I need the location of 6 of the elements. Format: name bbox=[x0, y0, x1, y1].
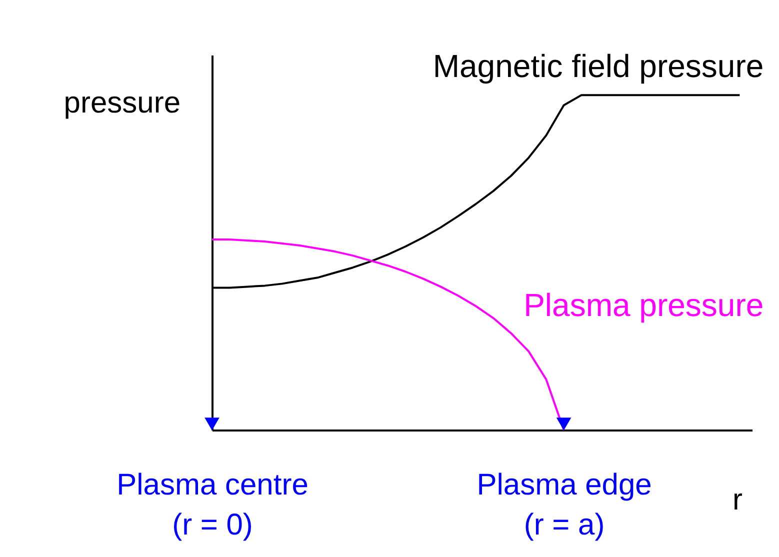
y-axis-title: pressure bbox=[64, 86, 180, 120]
series-label: Plasma pressure bbox=[524, 287, 764, 324]
x-tick-label: Plasma centre (r = 0) bbox=[116, 468, 308, 542]
series-label: Magnetic field pressure bbox=[432, 48, 764, 84]
x-axis-title: r bbox=[732, 484, 742, 516]
x-tick-label: Plasma edge (r = a) bbox=[476, 468, 652, 542]
